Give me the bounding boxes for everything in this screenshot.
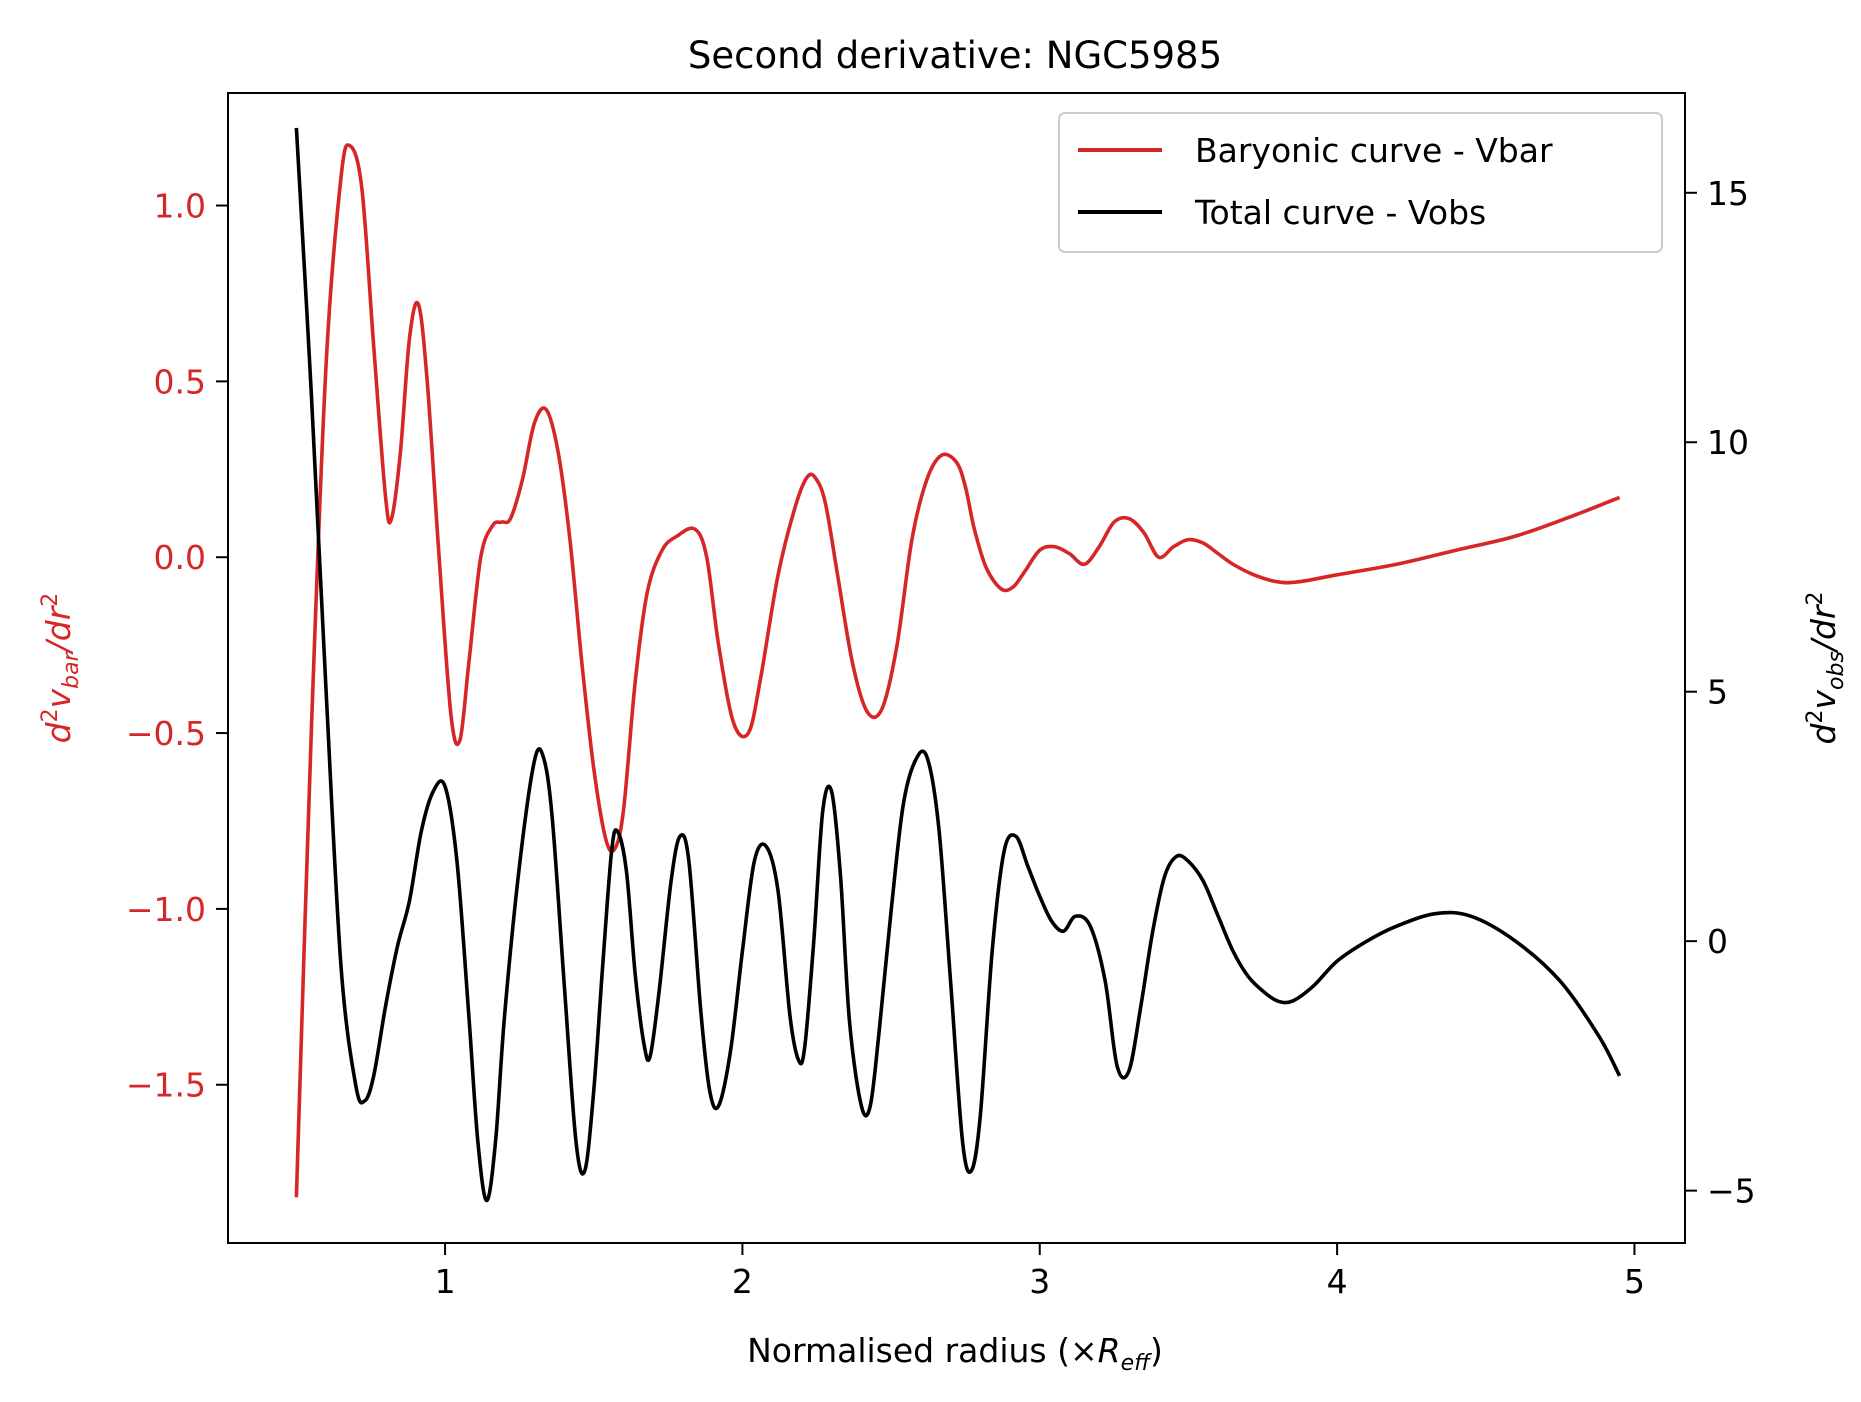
chart-title: Second derivative: NGC5985 bbox=[688, 34, 1222, 77]
series-line-vobs bbox=[294, 127, 1622, 1203]
right-y-tick-label-0: 15 bbox=[1707, 174, 1749, 213]
legend: Baryonic curve - Vbar Total curve - Vobs bbox=[1058, 112, 1663, 253]
right-y-tick-label-3: 0 bbox=[1707, 922, 1728, 961]
right-y-tick-label-2: 5 bbox=[1707, 673, 1728, 712]
left-y-tick-label-2: 0.0 bbox=[154, 538, 206, 577]
x-tick-label-4: 4 bbox=[1327, 1262, 1348, 1301]
x-tick-label-5: 5 bbox=[1624, 1262, 1645, 1301]
x-tick-label-1: 1 bbox=[435, 1262, 456, 1301]
left-y-tick-label-5: −1.5 bbox=[126, 1066, 206, 1105]
plot-frame bbox=[227, 92, 1686, 1244]
ticks-layer: 1 2 3 4 5 1.0 0.5 0.0 −0.5 −1.0 −1.5 15 10 5 0 −5 bbox=[126, 174, 1756, 1301]
x-axis-label-sub: eff bbox=[1121, 1351, 1153, 1376]
legend-box bbox=[1058, 112, 1663, 253]
left-y-tick-label-1: 0.5 bbox=[154, 362, 206, 401]
x-axis-label-var: R bbox=[1098, 1331, 1121, 1370]
right-y-tick-label-1: 10 bbox=[1707, 423, 1749, 462]
left-y-tick-label-4: −1.0 bbox=[126, 890, 206, 929]
x-axis-label: Normalised radius (×Reff) bbox=[747, 1331, 1163, 1376]
legend-label-vobs: Total curve - Vobs bbox=[1194, 193, 1486, 232]
x-axis-label-main: Normalised radius (× bbox=[747, 1331, 1098, 1370]
left-y-tick-label-3: −0.5 bbox=[126, 714, 206, 753]
left-y-tick-label-0: 1.0 bbox=[154, 187, 206, 226]
x-axis-label-tail: ) bbox=[1150, 1331, 1163, 1370]
x-tick-label-2: 2 bbox=[732, 1262, 753, 1301]
series-line-vbar bbox=[294, 143, 1621, 1198]
x-tick-label-3: 3 bbox=[1029, 1262, 1050, 1301]
legend-label-vbar: Baryonic curve - Vbar bbox=[1195, 131, 1553, 170]
right-y-tick-label-4: −5 bbox=[1707, 1172, 1756, 1211]
series-layer bbox=[294, 127, 1622, 1203]
